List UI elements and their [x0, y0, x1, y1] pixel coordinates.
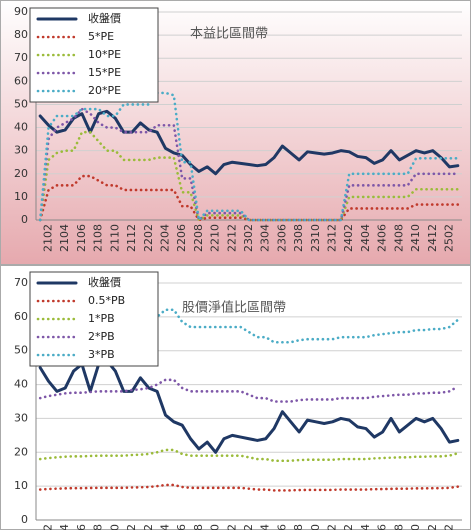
x-tick-label: 2206 — [175, 224, 188, 252]
y-tick-label: 30 — [14, 144, 28, 157]
legend-label: 2*PB — [88, 330, 115, 343]
y-tick-label: 40 — [14, 121, 28, 134]
y-tick-label: 90 — [14, 5, 28, 18]
legend-label: 3*PB — [88, 348, 115, 361]
y-tick-label: 60 — [14, 74, 28, 87]
x-tick-label: 2404 — [359, 224, 372, 252]
x-tick-label: 2210 — [209, 224, 222, 252]
x-tick-label: 2108 — [92, 524, 105, 530]
x-tick-label: 2104 — [58, 524, 71, 530]
x-tick-label: 2102 — [42, 224, 55, 252]
x-tick-label: 2410 — [409, 224, 422, 252]
x-tick-label: 2410 — [409, 524, 422, 530]
x-tick-label: 2112 — [125, 524, 138, 530]
x-tick-label: 2412 — [426, 224, 439, 252]
legend-label: 0.5*PB — [88, 294, 125, 307]
y-tick-label: 70 — [14, 276, 28, 289]
legend-label: 收盤價 — [88, 11, 121, 25]
x-tick-label: 2302 — [242, 524, 255, 530]
y-tick-label: 50 — [14, 97, 28, 110]
x-tick-label: 2304 — [259, 524, 272, 530]
x-tick-label: 2108 — [92, 224, 105, 252]
x-tick-label: 2408 — [392, 524, 405, 530]
x-tick-label: 2206 — [175, 524, 188, 530]
legend-label: 10*PE — [88, 48, 121, 61]
x-tick-label: 2310 — [309, 224, 322, 252]
series-line — [38, 483, 460, 492]
legend-label: 5*PE — [88, 30, 114, 43]
y-tick-label: 60 — [14, 310, 28, 323]
y-tick-label: 0 — [21, 213, 28, 226]
x-tick-label: 2112 — [125, 224, 138, 252]
y-tick-label: 50 — [14, 344, 28, 357]
y-tick-label: 20 — [14, 167, 28, 180]
x-tick-label: 2502 — [442, 524, 455, 530]
x-tick-label: 2308 — [292, 224, 305, 252]
legend-label: 1*PB — [88, 312, 115, 325]
y-tick-label: 70 — [14, 51, 28, 64]
x-tick-label: 2306 — [275, 224, 288, 252]
x-tick-label: 2208 — [192, 524, 205, 530]
x-tick-label: 2106 — [75, 224, 88, 252]
series-line — [38, 378, 460, 403]
x-tick-label: 2308 — [292, 524, 305, 530]
x-tick-label: 2204 — [158, 524, 171, 530]
x-tick-label: 2402 — [342, 224, 355, 252]
x-tick-label: 2408 — [392, 224, 405, 252]
x-tick-label: 2402 — [342, 524, 355, 530]
x-tick-label: 2204 — [158, 224, 171, 252]
x-tick-label: 2202 — [142, 224, 155, 252]
x-tick-label: 2304 — [259, 224, 272, 252]
x-tick-label: 2208 — [192, 224, 205, 252]
y-tick-label: 0 — [21, 513, 28, 526]
x-tick-label: 2104 — [58, 224, 71, 252]
x-tick-label: 2406 — [376, 224, 389, 252]
x-tick-label: 2312 — [326, 524, 339, 530]
y-tick-label: 10 — [14, 190, 28, 203]
annotation: 本益比區間帶 — [190, 27, 268, 42]
annotation: 股價淨值比區間帶 — [182, 300, 286, 316]
x-tick-label: 2302 — [242, 224, 255, 252]
x-tick-label: 2212 — [225, 224, 238, 252]
series-line — [38, 91, 460, 222]
x-tick-label: 2102 — [42, 524, 55, 530]
legend-label: 20*PE — [88, 84, 121, 97]
series-line — [38, 130, 460, 222]
x-tick-label: 2406 — [376, 524, 389, 530]
x-tick-label: 2110 — [108, 224, 121, 252]
x-tick-label: 2210 — [209, 524, 222, 530]
y-tick-label: 10 — [14, 479, 28, 492]
x-tick-label: 2110 — [108, 524, 121, 530]
y-tick-label: 80 — [14, 28, 28, 41]
legend-label: 15*PE — [88, 66, 121, 79]
series-line — [38, 109, 460, 176]
y-tick-label: 20 — [14, 445, 28, 458]
y-tick-label: 30 — [14, 411, 28, 424]
legend-box — [29, 271, 159, 367]
y-tick-label: 40 — [14, 378, 28, 391]
x-tick-label: 2502 — [442, 224, 455, 252]
x-tick-label: 2312 — [326, 224, 339, 252]
x-tick-label: 2310 — [309, 524, 322, 530]
x-tick-label: 2306 — [275, 524, 288, 530]
legend-box — [29, 7, 159, 103]
x-tick-label: 2212 — [225, 524, 238, 530]
x-tick-label: 2404 — [359, 524, 372, 530]
x-tick-label: 2202 — [142, 524, 155, 530]
legend-label: 收盤價 — [88, 275, 121, 289]
x-tick-label: 2412 — [426, 524, 439, 530]
x-tick-label: 2106 — [75, 524, 88, 530]
